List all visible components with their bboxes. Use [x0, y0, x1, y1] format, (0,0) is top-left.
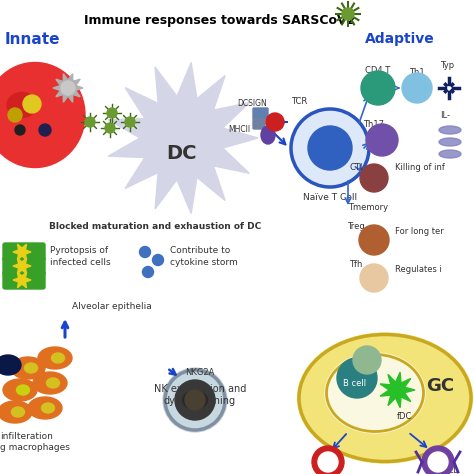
Text: GC: GC	[426, 377, 454, 395]
Text: Treg: Treg	[347, 222, 365, 231]
Circle shape	[61, 81, 75, 95]
Text: g macrophages: g macrophages	[0, 443, 70, 452]
Circle shape	[85, 117, 95, 127]
Polygon shape	[13, 272, 31, 288]
Text: Alveolar epithelia: Alveolar epithelia	[72, 302, 152, 311]
Text: Adaptive: Adaptive	[365, 32, 435, 46]
Circle shape	[360, 164, 388, 192]
Ellipse shape	[261, 126, 275, 144]
Circle shape	[318, 452, 338, 472]
Polygon shape	[108, 63, 258, 213]
Circle shape	[125, 117, 135, 127]
Circle shape	[266, 113, 284, 131]
Circle shape	[290, 108, 370, 188]
Text: infilteration: infilteration	[0, 432, 53, 441]
Circle shape	[39, 124, 51, 136]
Circle shape	[308, 126, 352, 170]
Circle shape	[175, 380, 215, 420]
Text: Innate: Innate	[5, 32, 61, 47]
Ellipse shape	[3, 379, 37, 401]
Polygon shape	[380, 372, 415, 408]
Text: IL-: IL-	[440, 111, 450, 120]
Ellipse shape	[28, 397, 62, 419]
Ellipse shape	[325, 353, 425, 433]
Text: cytokine storm: cytokine storm	[170, 258, 238, 267]
Ellipse shape	[17, 385, 29, 395]
Circle shape	[139, 246, 151, 257]
Ellipse shape	[38, 347, 72, 369]
Text: For long ter: For long ter	[395, 227, 444, 236]
Ellipse shape	[11, 407, 25, 417]
Ellipse shape	[0, 355, 21, 375]
Text: Th1: Th1	[409, 68, 425, 77]
Ellipse shape	[439, 138, 461, 146]
Text: Th17: Th17	[364, 120, 384, 129]
Circle shape	[353, 346, 381, 374]
Ellipse shape	[0, 63, 85, 167]
Text: Typ: Typ	[440, 61, 454, 70]
Text: DC: DC	[167, 144, 197, 163]
Text: Regulates i: Regulates i	[395, 265, 442, 274]
Text: CD4 T: CD4 T	[365, 66, 391, 75]
Circle shape	[342, 8, 354, 20]
FancyBboxPatch shape	[253, 108, 268, 119]
FancyBboxPatch shape	[253, 119, 265, 129]
Polygon shape	[13, 258, 31, 274]
Circle shape	[366, 124, 398, 156]
Circle shape	[337, 358, 377, 398]
Ellipse shape	[46, 378, 60, 388]
Circle shape	[163, 368, 227, 432]
Circle shape	[361, 71, 395, 105]
Text: Contribute to: Contribute to	[170, 246, 230, 255]
Ellipse shape	[182, 391, 208, 409]
Circle shape	[143, 266, 154, 277]
Ellipse shape	[33, 372, 67, 394]
Ellipse shape	[11, 357, 45, 379]
Ellipse shape	[42, 403, 55, 413]
Text: CTL: CTL	[349, 163, 365, 172]
FancyBboxPatch shape	[3, 257, 45, 275]
Text: Killing of inf: Killing of inf	[395, 163, 445, 172]
Circle shape	[8, 108, 22, 122]
Text: DCSIGN: DCSIGN	[237, 99, 267, 108]
FancyBboxPatch shape	[3, 243, 45, 261]
Text: fDC: fDC	[397, 412, 413, 421]
Circle shape	[422, 446, 454, 474]
Text: Tmemory: Tmemory	[348, 203, 388, 212]
Text: NKG2A: NKG2A	[185, 368, 215, 377]
Text: dysfunctioning: dysfunctioning	[164, 396, 236, 406]
Circle shape	[153, 255, 164, 265]
FancyBboxPatch shape	[3, 271, 45, 289]
Ellipse shape	[298, 333, 473, 463]
Circle shape	[312, 446, 344, 474]
Text: Blocked maturation and exhaustion of DC: Blocked maturation and exhaustion of DC	[49, 222, 261, 231]
Circle shape	[15, 125, 25, 135]
Circle shape	[105, 123, 115, 133]
Circle shape	[185, 390, 205, 410]
Circle shape	[107, 108, 117, 118]
Polygon shape	[13, 244, 31, 260]
Circle shape	[402, 73, 432, 103]
Text: Immune responses towards SARSCoV2: Immune responses towards SARSCoV2	[84, 14, 356, 27]
Circle shape	[359, 225, 389, 255]
Text: B cell: B cell	[344, 380, 366, 389]
Ellipse shape	[439, 126, 461, 134]
Text: Pyrotopsis of: Pyrotopsis of	[50, 246, 108, 255]
Circle shape	[23, 95, 41, 113]
Ellipse shape	[52, 353, 64, 363]
Text: TCR: TCR	[291, 97, 307, 106]
Text: Naïve T Cell: Naïve T Cell	[303, 193, 357, 202]
Circle shape	[360, 264, 388, 292]
Text: NK exhaustion and: NK exhaustion and	[154, 384, 246, 394]
Ellipse shape	[25, 363, 37, 373]
Text: MHCII: MHCII	[228, 125, 250, 134]
Ellipse shape	[439, 150, 461, 158]
Text: B CELL: B CELL	[428, 466, 457, 474]
Circle shape	[428, 452, 448, 472]
Polygon shape	[53, 74, 83, 102]
Text: infected cells: infected cells	[50, 258, 110, 267]
Ellipse shape	[0, 401, 32, 423]
Ellipse shape	[7, 92, 37, 118]
Text: Tfh: Tfh	[349, 260, 363, 269]
